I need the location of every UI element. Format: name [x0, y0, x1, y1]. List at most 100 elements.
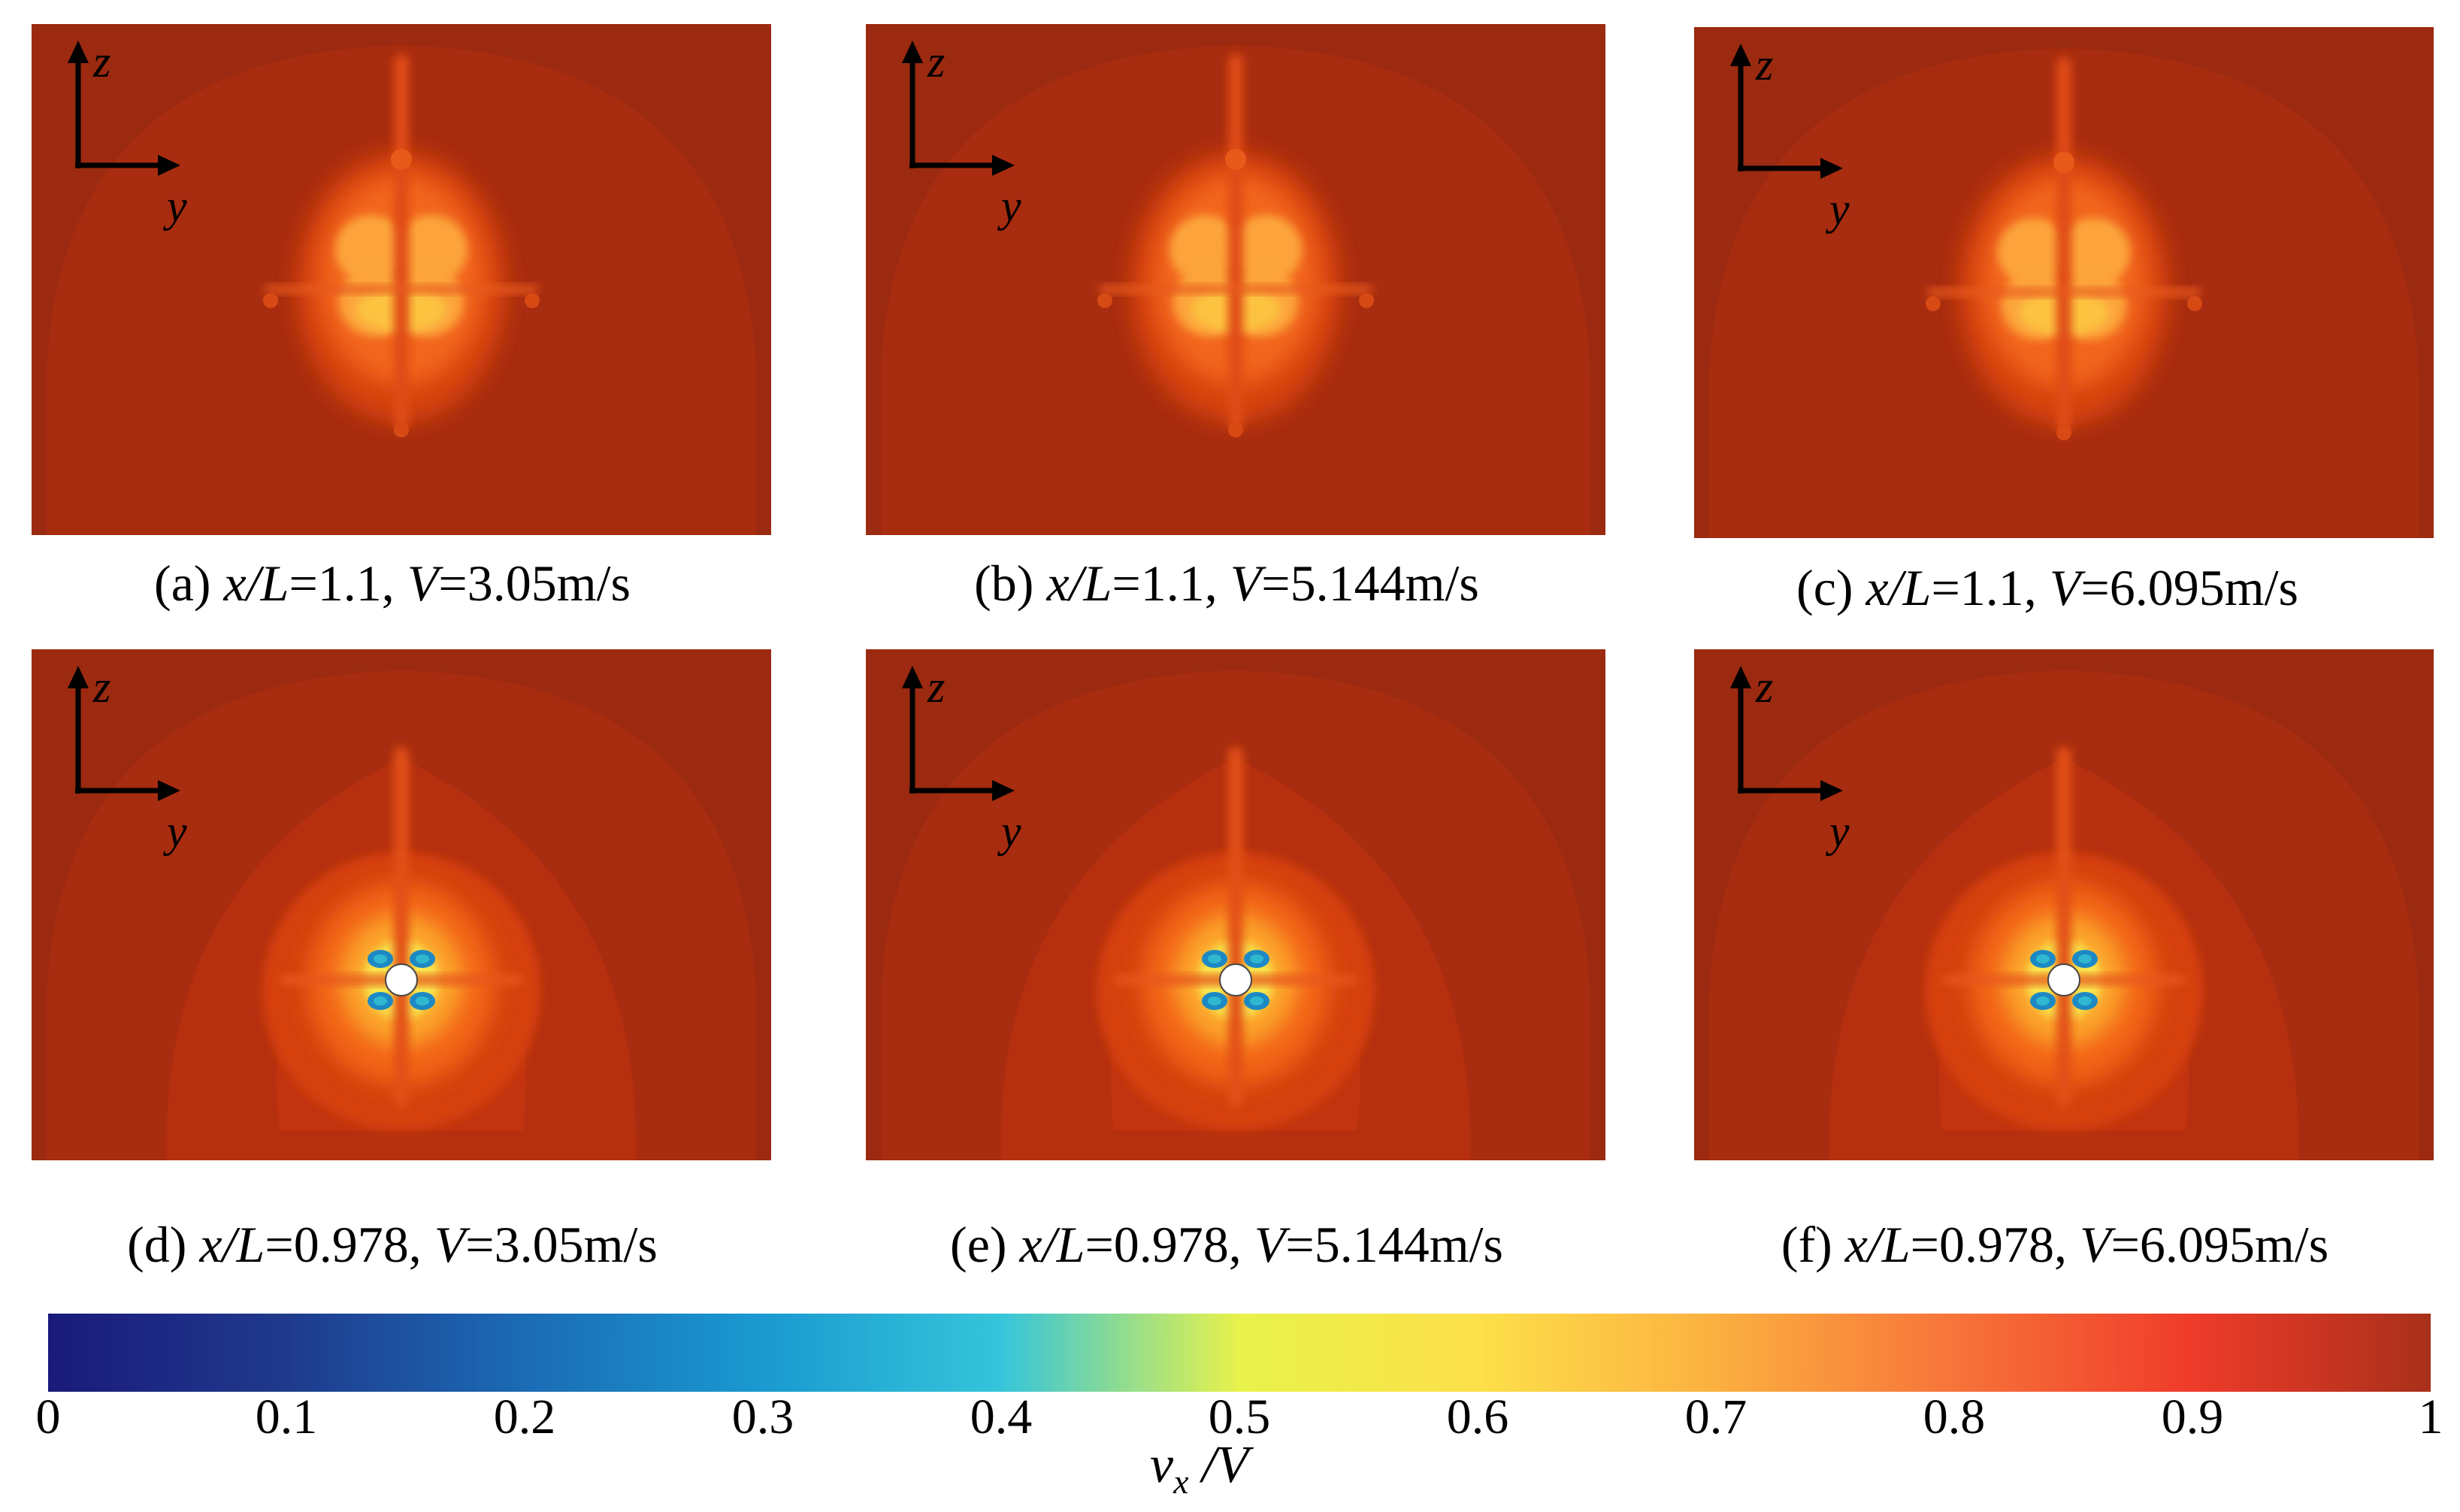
y-arrow-icon: [1820, 158, 1843, 179]
colorbar-tick-label: 0.8: [1923, 1390, 1986, 1444]
low-velocity-lobe-core: [1250, 996, 1263, 1005]
colorbar-tick-label: 0.7: [1684, 1390, 1747, 1444]
strut-tip: [1359, 293, 1374, 308]
z-axis-label: z: [1755, 662, 1773, 712]
low-velocity-lobe-core: [374, 996, 387, 1005]
contour-field-f: zy: [1694, 649, 2434, 1160]
axis-indicator: zy: [902, 662, 1021, 856]
axis-indicator: zy: [1730, 40, 1850, 234]
low-velocity-lobe-core: [1208, 954, 1221, 963]
y-arrow-icon: [158, 155, 180, 176]
low-velocity-lobe-core: [1250, 954, 1263, 963]
caption-f: (f) x/L=0.978, V=6.095m/s: [1781, 1216, 2329, 1273]
streak-node: [2056, 425, 2071, 440]
colorbar-tick-label: 0.2: [493, 1390, 556, 1444]
low-velocity-lobe-core: [1208, 996, 1221, 1005]
z-arrow-icon: [68, 666, 89, 688]
caption-d: (d) x/L=0.978, V=3.05m/s: [127, 1216, 658, 1273]
z-axis-label: z: [1755, 40, 1773, 89]
vertical-streak: [394, 747, 409, 1108]
low-velocity-lobe-core: [374, 954, 387, 963]
contour-field-b: zy: [866, 24, 1605, 535]
contour-field-a: zy: [32, 24, 771, 535]
colorbar-tick-label: 1: [2418, 1390, 2443, 1444]
y-axis-label: y: [1825, 184, 1850, 234]
colorbar-tick-label: 0.6: [1446, 1390, 1509, 1444]
colorbar-tick-label: 0.9: [2161, 1390, 2224, 1444]
low-velocity-lobe-core: [2078, 954, 2092, 963]
z-axis-label: z: [927, 37, 945, 86]
y-axis-label: y: [997, 806, 1021, 856]
z-arrow-icon: [1730, 666, 1751, 688]
streak-node: [2053, 152, 2074, 173]
horizontal-strut: [1927, 289, 2201, 296]
y-arrow-icon: [992, 155, 1015, 176]
vertical-streak: [1228, 54, 1243, 430]
colorbar-tick-label: 0.3: [731, 1390, 794, 1444]
horizontal-strut: [265, 286, 538, 293]
strut-tip: [1097, 293, 1112, 308]
caption-c: (c) x/L=1.1, V=6.095m/s: [1796, 559, 2298, 616]
colorbar-label: vx /V: [1150, 1436, 1249, 1501]
z-arrow-icon: [902, 666, 923, 688]
strut-tip: [2187, 296, 2202, 311]
contour-field-e: zy: [866, 649, 1605, 1160]
wake-lobe: [1230, 215, 1302, 284]
vertical-streak: [1228, 747, 1243, 1108]
colorbar-tick-label: 0.4: [970, 1390, 1033, 1444]
vertical-streak: [394, 54, 409, 430]
colorbar-tick-label: 0.1: [255, 1390, 318, 1444]
colorbar-tick-label: 0: [35, 1390, 61, 1444]
low-velocity-lobe-core: [2036, 954, 2050, 963]
z-axis-label: z: [92, 662, 110, 712]
vertical-streak: [2056, 747, 2071, 1108]
y-axis-label: y: [162, 806, 187, 856]
low-velocity-lobe-core: [416, 954, 429, 963]
strut-tip: [1926, 296, 1941, 311]
wake-lobe: [1998, 218, 2070, 287]
propeller-hub: [2047, 963, 2080, 996]
propeller-hub: [385, 963, 418, 996]
wake-lobe: [1169, 215, 1242, 284]
axis-indicator: zy: [902, 37, 1021, 231]
z-axis-label: z: [92, 37, 110, 86]
y-arrow-icon: [992, 780, 1015, 801]
caption-e: (e) x/L=0.978, V=5.144m/s: [950, 1216, 1503, 1273]
y-axis-label: y: [162, 181, 187, 231]
horizontal-strut: [1099, 286, 1372, 293]
z-arrow-icon: [1730, 44, 1751, 66]
z-axis-label: z: [927, 662, 945, 712]
strut-tip: [525, 293, 540, 308]
contour-field-d: zy: [32, 649, 771, 1160]
streak-node: [1225, 149, 1246, 170]
y-axis-label: y: [1825, 806, 1850, 856]
colorbar-tick-label: 0.5: [1208, 1390, 1271, 1444]
axis-indicator: zy: [68, 662, 187, 856]
streak-node: [391, 149, 412, 170]
y-arrow-icon: [158, 780, 180, 801]
z-arrow-icon: [68, 41, 89, 63]
y-axis-label: y: [997, 181, 1021, 231]
axis-indicator: zy: [68, 37, 187, 231]
wake-lobe: [2058, 218, 2130, 287]
caption-a: (a) x/L=1.1, V=3.05m/s: [154, 555, 631, 612]
low-velocity-lobe-core: [416, 996, 429, 1005]
low-velocity-lobe-core: [2078, 996, 2092, 1005]
wake-lobe: [335, 215, 407, 284]
strut-tip: [263, 293, 278, 308]
caption-b: (b) x/L=1.1, V=5.144m/s: [974, 555, 1479, 612]
y-arrow-icon: [1820, 780, 1843, 801]
streak-node: [394, 422, 409, 437]
axis-indicator: zy: [1730, 662, 1850, 856]
low-velocity-lobe-core: [2036, 996, 2050, 1005]
colorbar: [48, 1314, 2431, 1392]
z-arrow-icon: [902, 41, 923, 63]
vertical-streak: [2056, 57, 2071, 433]
contour-field-c: zy: [1694, 27, 2434, 538]
